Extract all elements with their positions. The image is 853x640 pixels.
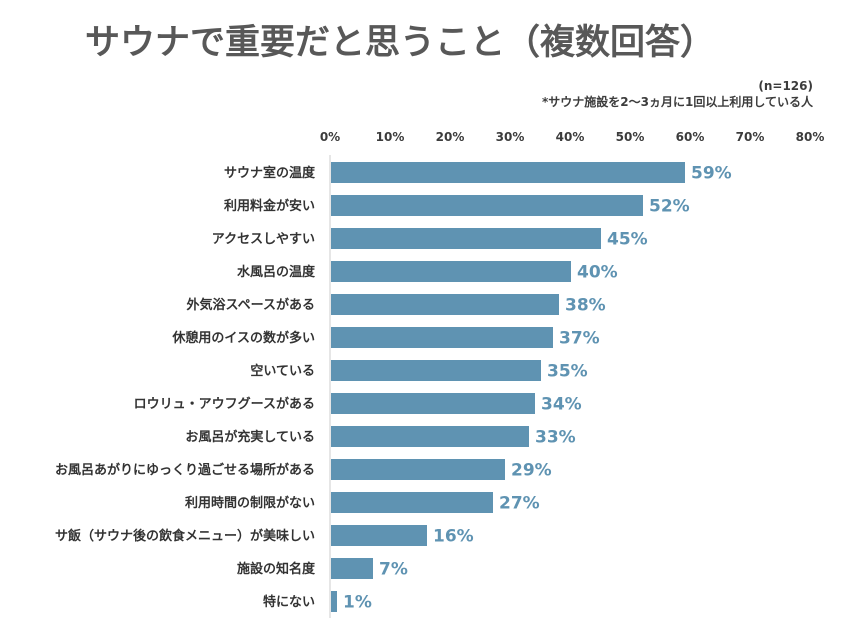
x-tick-label: 60% — [676, 130, 705, 144]
category-label: 水風呂の温度 — [237, 264, 316, 280]
bar — [331, 162, 685, 183]
bar — [331, 393, 535, 414]
data-label: 1% — [343, 593, 372, 613]
category-label: 利用料金が安い — [224, 198, 315, 214]
x-tick-label: 70% — [736, 130, 765, 144]
x-axis-ticks: 0% 10% 20% 30% 40% 50% 60% 70% 80% — [320, 130, 825, 144]
category-label: サ飯（サウナ後の飲食メニュー）が美味しい — [55, 528, 315, 544]
bar — [331, 492, 493, 513]
bar — [331, 558, 373, 579]
x-tick-label: 50% — [616, 130, 645, 144]
chart-title: サウナで重要だと思うこと（複数回答） — [85, 23, 715, 63]
x-tick-label: 40% — [556, 130, 585, 144]
data-label: 33% — [535, 428, 576, 448]
data-label: 7% — [379, 560, 408, 580]
bar — [331, 426, 529, 447]
category-label: アクセスしやすい — [212, 232, 315, 247]
value-labels: 59%52%45% 40% 38% 37% 35% 34% 33% 29% 27% 16% 7% 1% — [343, 164, 732, 613]
sample-size-note: (n=126) — [758, 79, 813, 93]
data-label: 40% — [577, 263, 618, 283]
x-tick-label: 0% — [320, 130, 340, 144]
bar — [331, 195, 643, 216]
data-label: 37% — [559, 329, 600, 349]
category-label: お風呂あがりにゆっくり過ごせる場所がある — [55, 462, 315, 478]
category-label: 休憩用のイスの数が多い — [171, 330, 315, 346]
category-label: 利用時間の制限がない — [185, 495, 315, 511]
data-label: 45% — [607, 230, 648, 250]
data-label: 16% — [433, 527, 474, 547]
bar — [331, 360, 541, 381]
data-label: 34% — [541, 395, 582, 415]
bar — [331, 327, 553, 348]
data-label: 35% — [547, 362, 588, 382]
data-label: 52% — [649, 197, 690, 217]
respondent-note: *サウナ施設を2～3ヵ月に1回以上利用している人 — [542, 94, 814, 109]
bar — [331, 261, 571, 282]
data-label: 29% — [511, 461, 552, 481]
x-tick-label: 20% — [436, 130, 465, 144]
bars — [331, 162, 685, 612]
category-label: お風呂が充実している — [185, 429, 315, 445]
category-label: 外気浴スペースがある — [186, 297, 315, 313]
bar — [331, 591, 337, 612]
x-tick-label: 10% — [376, 130, 405, 144]
category-label: 特にない — [263, 594, 315, 610]
data-label: 38% — [565, 296, 606, 316]
bar — [331, 294, 559, 315]
category-labels: サウナ室の温度利用料金が安いアクセスしやすい水風呂の温度外気浴スペースがある休憩… — [55, 165, 316, 610]
category-label: ロウリュ・アウフグースがある — [134, 396, 315, 412]
category-label: 空いている — [250, 363, 315, 379]
data-label: 59% — [691, 164, 732, 184]
category-label: 施設の知名度 — [237, 561, 316, 577]
category-label: サウナ室の温度 — [224, 165, 316, 181]
bar — [331, 228, 601, 249]
bar — [331, 459, 505, 480]
data-label: 27% — [499, 494, 540, 514]
x-tick-label: 30% — [496, 130, 525, 144]
x-tick-label: 80% — [796, 130, 825, 144]
bar — [331, 525, 427, 546]
